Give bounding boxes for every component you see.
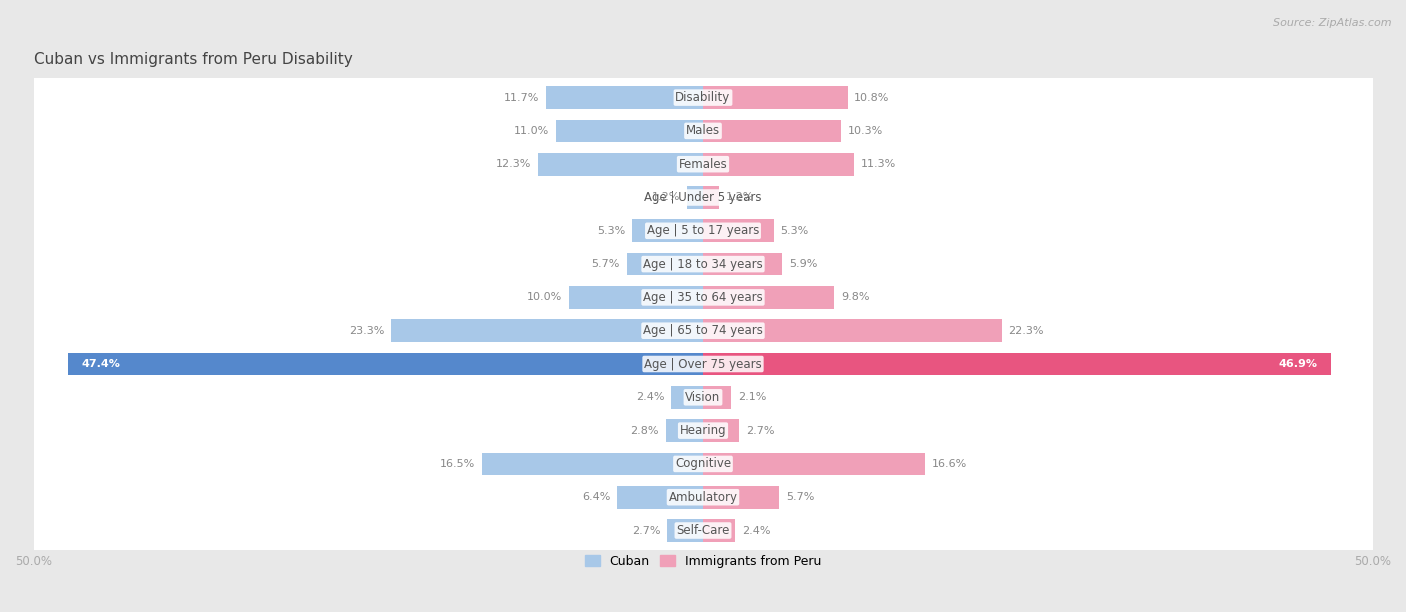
Text: Females: Females <box>679 158 727 171</box>
Text: 2.7%: 2.7% <box>745 425 775 436</box>
Text: 23.3%: 23.3% <box>349 326 384 336</box>
Bar <box>688 186 703 209</box>
Text: Age | Over 75 years: Age | Over 75 years <box>644 357 762 370</box>
Text: 1.2%: 1.2% <box>725 193 754 203</box>
Bar <box>633 220 703 242</box>
Text: Self-Care: Self-Care <box>676 524 730 537</box>
Text: 11.0%: 11.0% <box>513 126 548 136</box>
Text: 6.4%: 6.4% <box>582 492 610 502</box>
Bar <box>547 86 703 109</box>
Text: 5.7%: 5.7% <box>592 259 620 269</box>
Text: Males: Males <box>686 124 720 137</box>
Text: Cuban vs Immigrants from Peru Disability: Cuban vs Immigrants from Peru Disability <box>34 52 353 67</box>
Text: Disability: Disability <box>675 91 731 104</box>
Bar <box>671 386 703 409</box>
FancyBboxPatch shape <box>31 364 1375 431</box>
Text: 2.7%: 2.7% <box>631 526 661 536</box>
Bar <box>703 186 718 209</box>
Text: Age | 18 to 34 years: Age | 18 to 34 years <box>643 258 763 271</box>
Text: 10.3%: 10.3% <box>848 126 883 136</box>
Text: 2.8%: 2.8% <box>630 425 659 436</box>
Text: 5.3%: 5.3% <box>598 226 626 236</box>
Bar <box>703 153 855 176</box>
FancyBboxPatch shape <box>31 297 1375 364</box>
Bar <box>703 319 1001 342</box>
Text: Source: ZipAtlas.com: Source: ZipAtlas.com <box>1274 18 1392 28</box>
Bar <box>703 286 834 308</box>
FancyBboxPatch shape <box>31 64 1375 131</box>
Bar <box>69 353 703 375</box>
FancyBboxPatch shape <box>31 430 1375 498</box>
Text: 10.0%: 10.0% <box>527 293 562 302</box>
FancyBboxPatch shape <box>31 497 1375 564</box>
Text: 5.9%: 5.9% <box>789 259 817 269</box>
Bar <box>482 453 703 476</box>
Text: 47.4%: 47.4% <box>82 359 121 369</box>
FancyBboxPatch shape <box>31 164 1375 231</box>
Text: 2.1%: 2.1% <box>738 392 766 402</box>
Text: Age | 65 to 74 years: Age | 65 to 74 years <box>643 324 763 337</box>
Bar <box>569 286 703 308</box>
Bar <box>703 519 735 542</box>
Bar <box>703 86 848 109</box>
Text: 11.7%: 11.7% <box>505 92 540 103</box>
Text: 5.3%: 5.3% <box>780 226 808 236</box>
Text: 22.3%: 22.3% <box>1008 326 1043 336</box>
Bar <box>703 253 782 275</box>
Text: 2.4%: 2.4% <box>636 392 664 402</box>
Bar <box>391 319 703 342</box>
Bar <box>703 353 1331 375</box>
Bar <box>703 453 925 476</box>
Text: 1.2%: 1.2% <box>652 193 681 203</box>
Bar <box>538 153 703 176</box>
Bar <box>703 419 740 442</box>
FancyBboxPatch shape <box>31 397 1375 465</box>
Bar <box>617 486 703 509</box>
Text: Vision: Vision <box>685 391 721 404</box>
Text: 11.3%: 11.3% <box>860 159 896 169</box>
Text: 12.3%: 12.3% <box>496 159 531 169</box>
Text: Age | 5 to 17 years: Age | 5 to 17 years <box>647 224 759 237</box>
Bar <box>703 486 779 509</box>
FancyBboxPatch shape <box>31 264 1375 331</box>
Bar <box>627 253 703 275</box>
Text: 10.8%: 10.8% <box>855 92 890 103</box>
Text: Age | Under 5 years: Age | Under 5 years <box>644 191 762 204</box>
FancyBboxPatch shape <box>31 97 1375 165</box>
FancyBboxPatch shape <box>31 231 1375 297</box>
Text: 16.5%: 16.5% <box>440 459 475 469</box>
Legend: Cuban, Immigrants from Peru: Cuban, Immigrants from Peru <box>579 550 827 573</box>
FancyBboxPatch shape <box>31 197 1375 264</box>
Text: 5.7%: 5.7% <box>786 492 814 502</box>
Bar <box>703 220 773 242</box>
Bar <box>666 519 703 542</box>
FancyBboxPatch shape <box>31 330 1375 398</box>
FancyBboxPatch shape <box>31 130 1375 198</box>
Text: 16.6%: 16.6% <box>932 459 967 469</box>
Bar <box>703 119 841 142</box>
Text: Ambulatory: Ambulatory <box>668 491 738 504</box>
Text: Age | 35 to 64 years: Age | 35 to 64 years <box>643 291 763 304</box>
Text: 46.9%: 46.9% <box>1278 359 1317 369</box>
Text: Cognitive: Cognitive <box>675 457 731 471</box>
FancyBboxPatch shape <box>31 463 1375 531</box>
Bar <box>665 419 703 442</box>
Text: Hearing: Hearing <box>679 424 727 437</box>
Bar <box>555 119 703 142</box>
Bar <box>703 386 731 409</box>
Text: 9.8%: 9.8% <box>841 293 869 302</box>
Text: 2.4%: 2.4% <box>742 526 770 536</box>
